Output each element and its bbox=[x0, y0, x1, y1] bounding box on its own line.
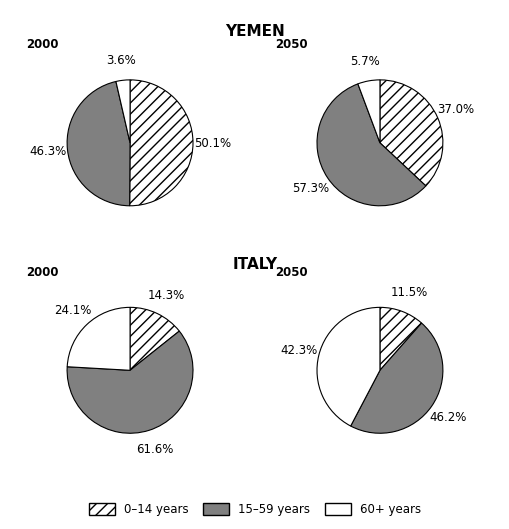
Text: 2000: 2000 bbox=[25, 39, 58, 51]
Text: YEMEN: YEMEN bbox=[224, 24, 285, 39]
Text: 57.3%: 57.3% bbox=[292, 183, 329, 195]
Text: 46.3%: 46.3% bbox=[29, 145, 66, 158]
Text: 3.6%: 3.6% bbox=[105, 54, 135, 67]
Text: 14.3%: 14.3% bbox=[147, 289, 184, 302]
Text: 24.1%: 24.1% bbox=[54, 304, 92, 316]
Text: 46.2%: 46.2% bbox=[429, 411, 466, 424]
Wedge shape bbox=[116, 80, 130, 143]
Wedge shape bbox=[379, 80, 442, 186]
Wedge shape bbox=[317, 84, 425, 206]
Wedge shape bbox=[67, 331, 192, 433]
Wedge shape bbox=[129, 80, 192, 206]
Wedge shape bbox=[130, 307, 179, 370]
Wedge shape bbox=[67, 307, 130, 370]
Text: 2050: 2050 bbox=[275, 266, 307, 279]
Text: 11.5%: 11.5% bbox=[390, 286, 427, 299]
Wedge shape bbox=[67, 81, 130, 206]
Wedge shape bbox=[350, 323, 442, 433]
Text: ITALY: ITALY bbox=[232, 257, 277, 271]
Text: 5.7%: 5.7% bbox=[350, 54, 379, 68]
Wedge shape bbox=[357, 80, 379, 143]
Text: 42.3%: 42.3% bbox=[280, 344, 318, 357]
Text: 50.1%: 50.1% bbox=[194, 136, 231, 150]
Text: 2050: 2050 bbox=[275, 39, 307, 51]
Text: 37.0%: 37.0% bbox=[437, 103, 474, 116]
Wedge shape bbox=[317, 307, 379, 426]
Legend: 0–14 years, 15–59 years, 60+ years: 0–14 years, 15–59 years, 60+ years bbox=[84, 498, 425, 521]
Text: 61.6%: 61.6% bbox=[136, 443, 174, 456]
Wedge shape bbox=[379, 307, 421, 370]
Text: 2000: 2000 bbox=[25, 266, 58, 279]
